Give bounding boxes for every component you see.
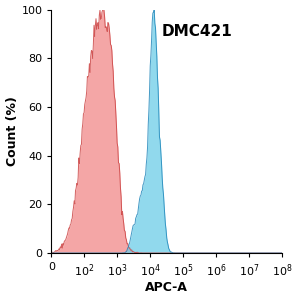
Y-axis label: Count (%): Count (%) [6,96,18,166]
X-axis label: APC-A: APC-A [145,281,188,294]
Text: DMC421: DMC421 [162,24,232,39]
